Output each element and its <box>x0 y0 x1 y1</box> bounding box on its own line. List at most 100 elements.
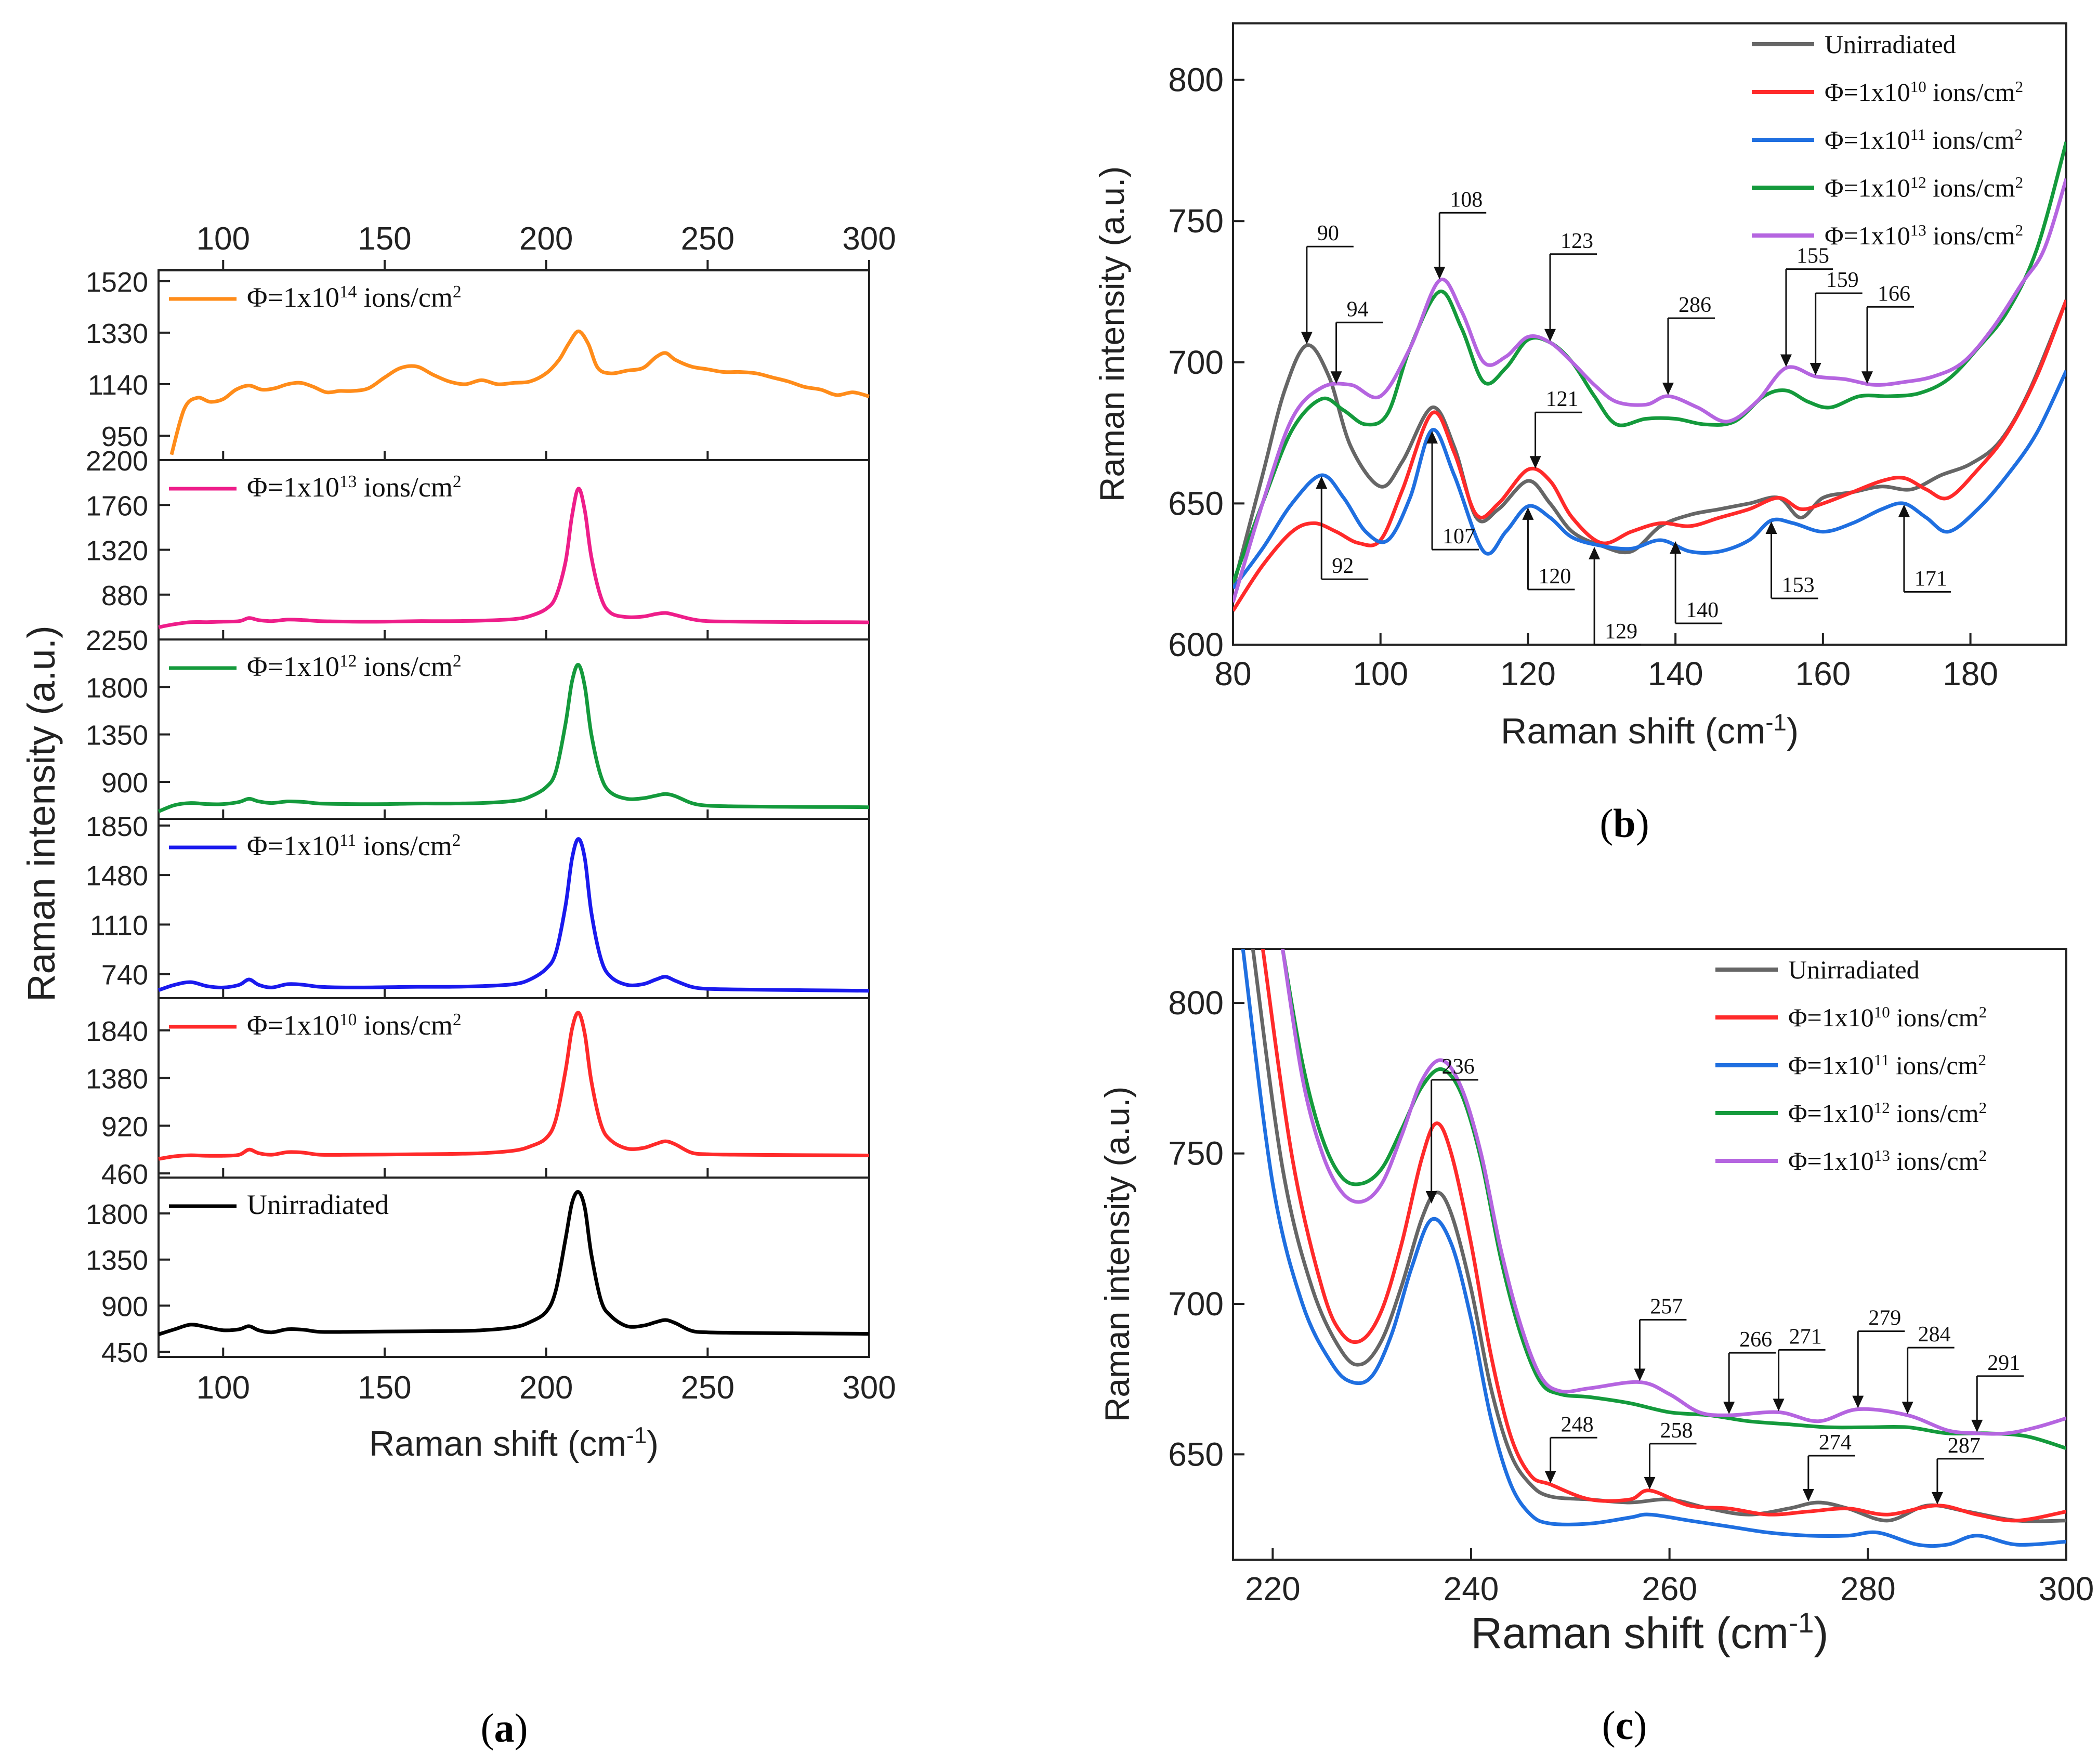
series-group <box>1233 141 2066 612</box>
annotation-down-10-label: 287 <box>1948 1434 1981 1458</box>
y-tick-label: 1760 <box>86 490 148 521</box>
y-tick-label: 460 <box>101 1159 148 1190</box>
annotation-down-0-label: 236 <box>1442 1055 1475 1079</box>
y-tick-label: 700 <box>1168 1285 1224 1323</box>
legend-label: Φ=1x1012 ions/cm2 <box>247 651 462 682</box>
x-tick-label: 240 <box>1444 1570 1499 1608</box>
y-tick-label: 1320 <box>86 535 148 567</box>
x-tick-label: 180 <box>1943 655 1998 692</box>
annotation-down-8-label: 121 <box>1546 387 1579 411</box>
legend-label-0: Unirradiated <box>1825 30 1956 59</box>
y-tick-label: 1840 <box>86 1016 148 1047</box>
annotation-down-4-head <box>1852 1395 1864 1408</box>
annotation-up-3-head <box>1589 546 1601 559</box>
annotation-down-8-label: 258 <box>1660 1419 1693 1443</box>
legend-label-2: Φ=1x1011 ions/cm2 <box>1788 1051 1986 1080</box>
chart-panel-b: 80 100 120 140 160 180 600 650 700 750 800 Unirradi… <box>1093 22 2067 751</box>
annotation-down-2-head <box>1434 267 1446 280</box>
annotation-down-0-head <box>1301 332 1313 345</box>
series-line-2 <box>1233 370 2066 590</box>
legend-label: Φ=1x1014 ions/cm2 <box>247 282 462 313</box>
y-tick-label: 1800 <box>86 1199 148 1230</box>
x-tick-label: 260 <box>1642 1570 1697 1608</box>
y-tick-label: 1330 <box>86 318 148 349</box>
panel-label-a: (a) <box>481 1705 528 1750</box>
legend-label-1: Φ=1x1010 ions/cm2 <box>1825 77 2023 107</box>
y-tick-label: 700 <box>1168 344 1224 381</box>
subpanel-0: 950 1140 1330 1520 Φ=1x1014 ions/cm2 <box>86 267 870 461</box>
annotation-down-3-head <box>1544 329 1556 342</box>
annotation-down-1-label: 94 <box>1347 297 1369 321</box>
x-tick-label: 250 <box>681 1370 735 1406</box>
y-tick-label: 750 <box>1168 1135 1224 1172</box>
x-tick-label: 100 <box>1353 655 1408 692</box>
y-tick-label: 650 <box>1168 485 1224 522</box>
annotation-down-3-label: 123 <box>1561 229 1593 253</box>
x-tick-label: 220 <box>1245 1570 1301 1608</box>
series-line-0 <box>169 329 870 455</box>
annotation-up-2-label: 120 <box>1538 565 1571 589</box>
series-line-1 <box>158 487 870 629</box>
y-tick-label: 600 <box>1168 626 1224 663</box>
annotation-down-7-label: 248 <box>1561 1413 1594 1436</box>
y-tick-label: 1480 <box>86 860 148 892</box>
x-tick-label: 160 <box>1795 655 1851 692</box>
annotation-up-2-head <box>1522 507 1534 520</box>
legend-label-3: Φ=1x1012 ions/cm2 <box>1825 173 2023 203</box>
legend-label-0: Unirradiated <box>1788 955 1920 984</box>
annotation-up-3-label: 129 <box>1605 620 1637 644</box>
y-tick-label: 800 <box>1168 984 1224 1022</box>
legend-label-4: Φ=1x1013 ions/cm2 <box>1788 1146 1987 1176</box>
annotation-down-9-head <box>1802 1489 1814 1502</box>
annotation-up-5-label: 153 <box>1782 573 1815 597</box>
x-tick-label: 280 <box>1840 1570 1896 1608</box>
series-line-2 <box>158 663 870 814</box>
series-line-4 <box>158 1011 870 1161</box>
y-tick-label: 1350 <box>86 720 148 751</box>
series-line-3 <box>158 837 870 993</box>
legend-label: Φ=1x1010 ions/cm2 <box>247 1010 462 1041</box>
annotation-down-1-label: 257 <box>1650 1295 1683 1318</box>
x-tick-label: 120 <box>1500 655 1556 692</box>
legend-label-1: Φ=1x1010 ions/cm2 <box>1788 1003 1987 1033</box>
top-x-tick-label: 250 <box>681 221 735 257</box>
y-tick-label: 1350 <box>86 1245 148 1276</box>
annotation-down-8-head <box>1529 456 1541 469</box>
x-tick-label: 300 <box>842 1370 896 1406</box>
annotation-down-2-label: 266 <box>1739 1328 1772 1352</box>
subpanel-1: 880 1320 1760 2200 Φ=1x1013 ions/cm2 <box>86 446 870 641</box>
annotation-up-1-head <box>1426 431 1438 444</box>
annotation-down-6-head <box>1809 362 1821 375</box>
y-tick-label: 1380 <box>86 1064 148 1095</box>
annotation-down-3-label: 271 <box>1789 1325 1822 1349</box>
y-tick-label: 950 <box>101 421 148 452</box>
annotation-up-6-head <box>1898 504 1910 517</box>
legend-label-4: Φ=1x1013 ions/cm2 <box>1825 221 2023 251</box>
series-line-4 <box>1280 949 2066 1436</box>
x-axis-label: Raman shift (cm-1) <box>369 1423 659 1464</box>
annotation-down-4-label: 286 <box>1679 293 1711 317</box>
y-axis-label: Raman intensity (a.u.) <box>20 625 63 1002</box>
plot-frame <box>1232 22 2067 646</box>
legend-label-2: Φ=1x1011 ions/cm2 <box>1825 125 2023 155</box>
annotation-down-1-head <box>1634 1368 1646 1381</box>
series-line-5 <box>158 1190 870 1336</box>
series-line-3 <box>1280 949 2066 1451</box>
x-tick-label: 300 <box>2039 1570 2094 1608</box>
chart-panel-a: 950 1140 1330 1520 Φ=1x1014 ions/cm2 880 1320 1… <box>20 221 896 1464</box>
annotation-down-0-label: 90 <box>1317 221 1339 245</box>
annotation-down-2-label: 108 <box>1450 188 1483 212</box>
top-x-tick-label: 150 <box>358 221 411 257</box>
annotation-up-5-head <box>1765 521 1777 534</box>
series-line-2 <box>1241 949 2066 1548</box>
panel-label-b: (b) <box>1599 801 1649 846</box>
annotation-down-0-head <box>1425 1191 1437 1204</box>
annotation-down-5-head <box>1780 354 1792 367</box>
subpanel-2: 900 1350 1800 2250 Φ=1x1012 ions/cm2 <box>86 625 870 820</box>
annotation-down-6-label: 291 <box>1987 1351 2020 1375</box>
y-tick-label: 1850 <box>86 811 148 842</box>
annotation-up-4-head <box>1670 541 1682 554</box>
x-tick-label: 80 <box>1214 655 1251 692</box>
x-tick-label: 150 <box>358 1370 411 1406</box>
